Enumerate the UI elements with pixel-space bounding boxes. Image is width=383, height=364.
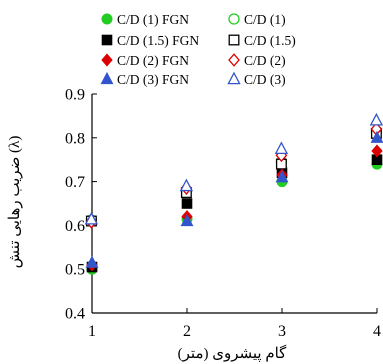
data-point	[180, 213, 194, 227]
ticks: 1 2 3 4 0.4 0.5 0.6 0.7 0.8 0.9	[65, 87, 381, 341]
data-point	[370, 130, 383, 143]
data-point	[371, 144, 383, 158]
legend-label: C/D (3) FGN	[117, 72, 189, 87]
legend-marker	[101, 34, 113, 46]
series-group	[86, 154, 383, 273]
legend-label: C/D (1)	[244, 12, 286, 27]
series-group	[86, 158, 383, 275]
y-tick-label: 0.5	[65, 262, 85, 279]
legend-marker	[227, 71, 241, 85]
x-tick-label: 1	[88, 323, 96, 340]
x-axis-label: گام پیشروی (متر)	[178, 344, 288, 362]
data-point	[274, 141, 289, 155]
legend-label: C/D (1) FGN	[117, 12, 189, 27]
series-group	[86, 144, 383, 272]
legend-marker	[101, 53, 113, 67]
data-point	[181, 198, 193, 209]
x-tick-label: 3	[278, 323, 286, 340]
x-tick-label: 2	[183, 323, 191, 340]
legend-label: C/D (1.5) FGN	[117, 33, 199, 48]
legend-marker	[228, 53, 240, 67]
legend-marker	[100, 71, 114, 85]
y-tick-label: 0.9	[65, 87, 85, 104]
axes	[91, 94, 377, 314]
series-group	[85, 130, 383, 268]
data-point	[179, 178, 194, 192]
data-point	[84, 211, 99, 225]
legend-label: C/D (3)	[244, 72, 286, 87]
series-group	[84, 112, 383, 225]
series-group	[85, 122, 383, 229]
x-tick-label: 4	[373, 323, 381, 340]
y-axis-label: ضریب رهایی تنش (λ)	[7, 136, 23, 269]
y-tick-label: 0.8	[65, 130, 85, 147]
data-point	[369, 112, 383, 126]
series-group	[85, 127, 382, 227]
y-tick-label: 0.6	[65, 218, 85, 235]
y-tick-label: 0.7	[65, 174, 85, 191]
legend-label: C/D (2) FGN	[117, 53, 189, 68]
legend-marker	[101, 13, 113, 25]
data-point	[85, 255, 99, 268]
legend-marker	[228, 13, 240, 25]
y-tick-label: 0.4	[65, 306, 85, 323]
legend: C/D (1) FGN C/D (1) C/D (1.5) FGN C/D (1.5)…	[100, 12, 296, 87]
data-point	[275, 170, 289, 183]
legend-marker	[228, 34, 240, 46]
legend-label: C/D (1.5)	[244, 33, 296, 48]
series-group	[85, 125, 383, 226]
data-points	[84, 112, 383, 275]
legend-label: C/D (2)	[244, 53, 286, 68]
